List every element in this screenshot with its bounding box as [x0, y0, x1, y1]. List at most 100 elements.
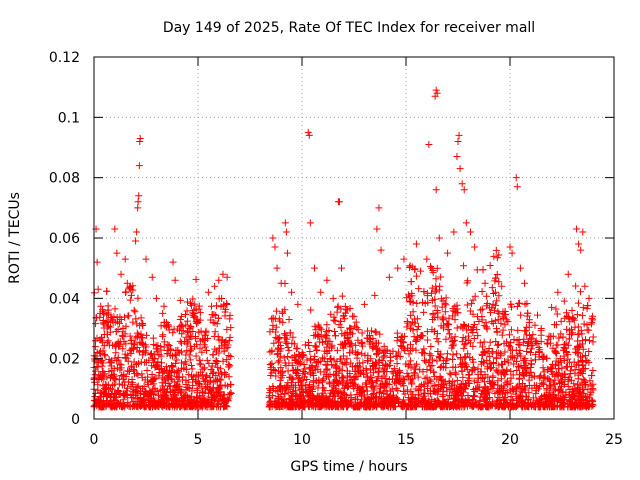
roti-point: [421, 398, 429, 406]
roti-point: [415, 391, 423, 399]
roti-point: [351, 396, 359, 404]
y-tick-label: 0.12: [49, 50, 80, 66]
roti-point: [394, 348, 402, 356]
roti-point: [383, 402, 391, 410]
roti-point: [193, 319, 201, 327]
roti-point: [188, 387, 196, 395]
roti-point: [498, 282, 506, 290]
roti-point: [374, 339, 382, 347]
roti-point: [216, 393, 224, 401]
roti-point: [481, 390, 489, 398]
roti-point: [288, 288, 296, 296]
roti-point: [380, 342, 388, 350]
roti-point: [510, 336, 518, 344]
roti-point: [405, 350, 413, 358]
roti-point: [301, 403, 309, 411]
roti-point: [428, 362, 436, 370]
roti-point: [160, 318, 168, 326]
roti-point: [191, 300, 199, 308]
roti-point: [94, 386, 102, 394]
roti-point: [450, 228, 458, 236]
roti-point: [358, 329, 366, 337]
roti-point: [551, 321, 559, 329]
roti-point: [130, 341, 138, 349]
roti-point: [284, 388, 292, 396]
roti-point: [223, 326, 231, 334]
roti-point: [132, 237, 140, 245]
roti-point: [335, 321, 343, 329]
roti-point: [421, 299, 429, 307]
roti-point: [226, 333, 234, 341]
roti-point: [433, 89, 441, 97]
roti-point: [382, 347, 390, 355]
roti-point: [289, 333, 297, 341]
roti-point: [273, 264, 281, 272]
roti-point: [271, 243, 279, 251]
roti-point: [206, 373, 214, 381]
roti-point: [589, 386, 597, 394]
roti-point: [451, 333, 459, 341]
roti-point: [466, 339, 474, 347]
roti-point: [528, 360, 536, 368]
roti-point: [470, 321, 478, 329]
roti-point: [275, 357, 283, 365]
roti-point: [329, 383, 337, 391]
roti-point: [167, 345, 175, 353]
roti-point: [214, 333, 222, 341]
roti-point: [442, 301, 450, 309]
roti-point: [107, 393, 115, 401]
roti-point: [383, 346, 391, 354]
roti-point: [336, 365, 344, 373]
roti-point: [479, 374, 487, 382]
roti-point: [118, 371, 126, 379]
roti-point: [393, 329, 401, 337]
roti-point: [159, 309, 167, 317]
roti-point: [349, 403, 357, 411]
roti-point: [226, 315, 234, 323]
roti-point: [553, 371, 561, 379]
roti-point: [310, 372, 318, 380]
roti-point: [445, 377, 453, 385]
roti-point: [99, 359, 107, 367]
roti-point: [463, 301, 471, 309]
roti-point: [135, 162, 143, 170]
roti-point: [501, 348, 509, 356]
roti-point: [338, 373, 346, 381]
roti-point: [306, 219, 314, 227]
roti-point: [529, 399, 537, 407]
roti-point: [421, 375, 429, 383]
roti-point: [421, 356, 429, 364]
roti-point: [514, 326, 522, 334]
roti-point: [142, 402, 150, 410]
roti-point: [532, 356, 540, 364]
roti-point: [187, 347, 195, 355]
y-axis-title: ROTI / TECUs: [7, 192, 23, 284]
roti-point: [479, 266, 487, 274]
roti-point: [170, 325, 178, 333]
roti-point: [300, 373, 308, 381]
roti-point: [131, 308, 139, 316]
roti-point: [189, 295, 197, 303]
roti-point: [429, 403, 437, 411]
roti-point: [221, 398, 229, 406]
roti-point: [384, 403, 392, 411]
roti-point: [543, 386, 551, 394]
roti-point: [492, 274, 500, 282]
roti-point: [423, 328, 431, 336]
roti-point: [182, 380, 190, 388]
roti-point: [433, 357, 441, 365]
roti-point: [499, 313, 507, 321]
roti-point: [338, 341, 346, 349]
roti-point: [387, 357, 395, 365]
roti-point: [433, 335, 441, 343]
roti-point: [341, 397, 349, 405]
roti-point: [577, 326, 585, 334]
roti-point: [554, 341, 562, 349]
roti-point: [117, 361, 125, 369]
roti-point: [137, 314, 145, 322]
roti-point: [117, 270, 125, 278]
roti-point: [464, 402, 471, 410]
roti-point: [315, 397, 323, 405]
roti-point: [211, 319, 219, 327]
roti-point: [478, 287, 486, 295]
